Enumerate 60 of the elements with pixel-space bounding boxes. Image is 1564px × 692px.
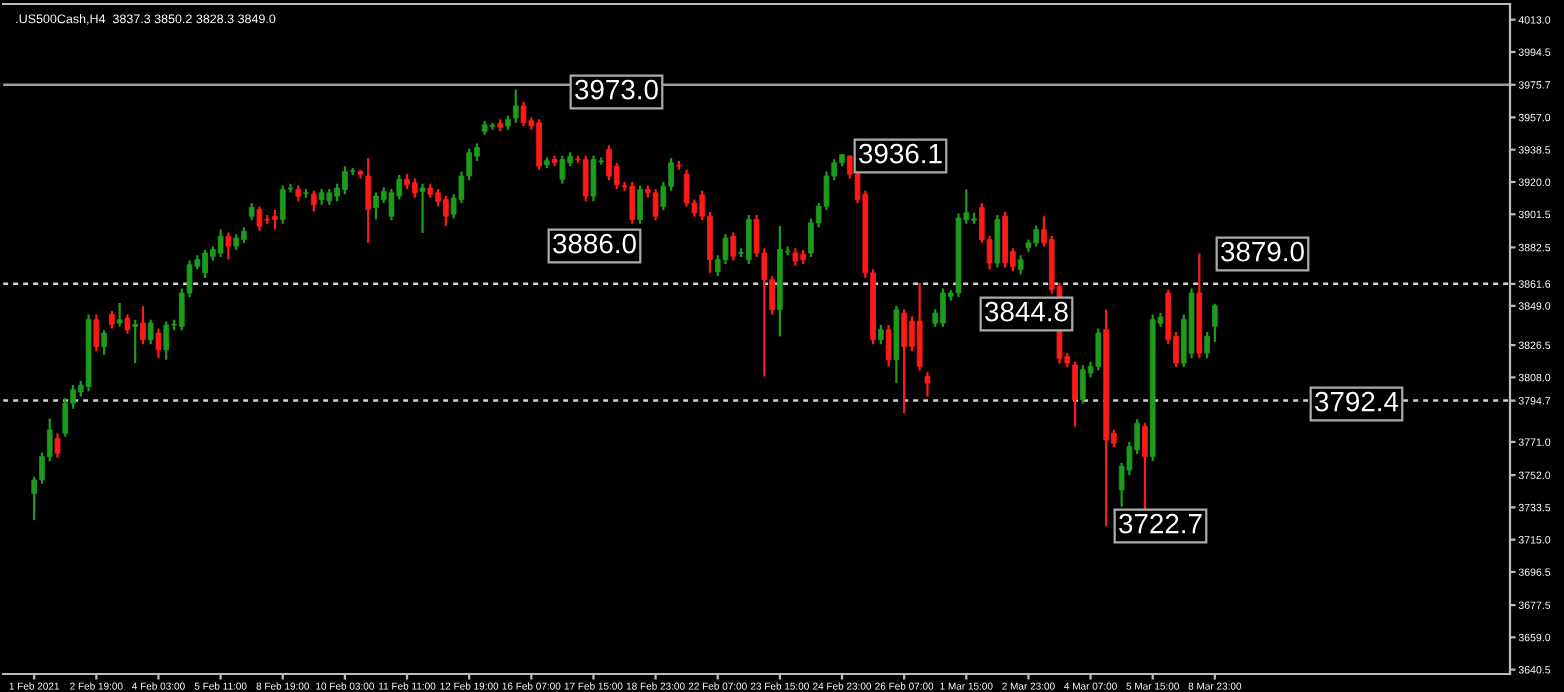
candlestick	[885, 323, 892, 368]
annotation: 3879.0	[1221, 241, 1304, 262]
candlestick	[940, 287, 946, 328]
candlestick	[1072, 360, 1078, 428]
candlestick	[1095, 327, 1102, 372]
candlestick	[1204, 330, 1210, 360]
candlestick	[512, 88, 519, 124]
candlestick	[132, 318, 138, 365]
candlestick	[745, 214, 752, 266]
candlestick	[1017, 254, 1024, 276]
candlestick	[311, 189, 317, 213]
candlestick	[637, 184, 643, 225]
candlestick	[730, 231, 737, 262]
candlestick	[225, 231, 232, 261]
candlestick	[140, 305, 146, 346]
candlestick	[590, 154, 597, 203]
candlestick	[62, 397, 69, 438]
candlestick	[901, 308, 907, 415]
candlestick	[536, 118, 542, 171]
candlestick	[1079, 364, 1086, 405]
annotation: 3844.8	[985, 301, 1068, 322]
candlestick	[443, 194, 449, 228]
candlestick	[373, 191, 379, 221]
candlestick	[878, 323, 884, 346]
candlestick	[419, 182, 426, 235]
candlestick	[163, 320, 170, 361]
candlestick	[629, 180, 636, 225]
candlestick	[342, 165, 348, 196]
annotation: 3936.1	[859, 143, 942, 164]
candlestick	[365, 156, 372, 244]
candlestick	[256, 205, 263, 232]
candlestick	[489, 121, 496, 131]
annotation: 3792.4	[1315, 391, 1399, 412]
candlestick	[520, 100, 527, 128]
candlestick	[1002, 210, 1008, 269]
candlestick	[1142, 421, 1148, 515]
candlestick	[155, 327, 162, 360]
candlestick	[279, 184, 286, 225]
candlestick	[411, 177, 418, 199]
candlestick	[582, 154, 589, 203]
candlestick	[101, 329, 107, 356]
annotation: 3886.0	[553, 233, 636, 254]
candlestick	[124, 313, 131, 335]
annotation: 3973.0	[575, 79, 658, 100]
candlestick	[217, 228, 224, 259]
candlestick	[559, 154, 566, 185]
candlestick	[147, 318, 154, 346]
candlestick	[1033, 224, 1040, 248]
candlestick	[202, 248, 208, 280]
candlestick	[924, 371, 931, 398]
candlestick	[652, 187, 659, 222]
candlestick	[994, 214, 1001, 269]
candlestick	[54, 432, 61, 459]
annotation: 3722.7	[1119, 513, 1202, 534]
candlestick	[916, 281, 923, 372]
candlestick	[1212, 302, 1218, 344]
candlestick	[116, 301, 123, 328]
candlestick	[606, 144, 612, 182]
candlestick	[93, 313, 100, 353]
candlestick	[272, 208, 278, 231]
